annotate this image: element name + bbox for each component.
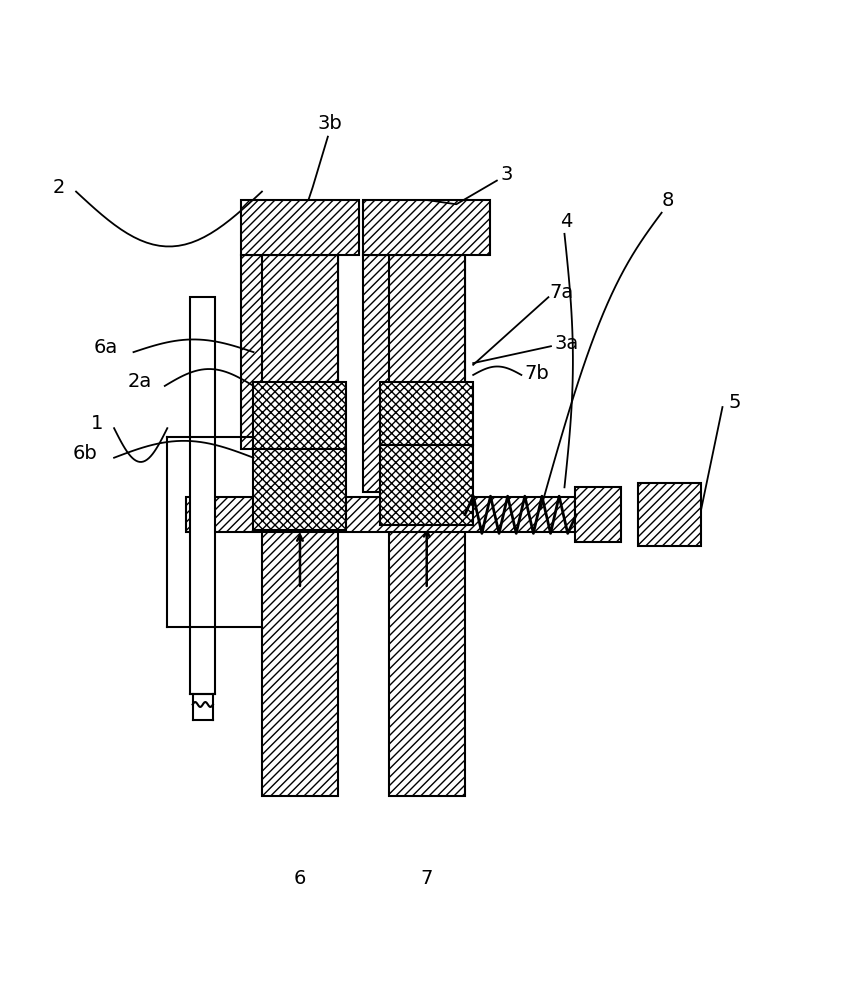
Bar: [186, 497, 574, 532]
Bar: [253, 382, 346, 449]
Bar: [380, 382, 473, 445]
Text: 6a: 6a: [94, 338, 117, 357]
Text: 5: 5: [728, 393, 740, 412]
Bar: [241, 255, 338, 449]
Text: 7b: 7b: [523, 364, 549, 383]
Bar: [388, 255, 464, 796]
Text: 3b: 3b: [316, 114, 342, 133]
Bar: [241, 200, 359, 255]
Text: 6b: 6b: [72, 444, 97, 463]
Bar: [363, 255, 464, 492]
Text: 4: 4: [560, 212, 571, 231]
Bar: [262, 255, 338, 796]
Bar: [637, 483, 701, 546]
Text: 1: 1: [91, 414, 103, 433]
Text: 6: 6: [294, 869, 306, 888]
Text: 7: 7: [420, 869, 432, 888]
Text: 2: 2: [53, 178, 65, 197]
Text: 3a: 3a: [554, 334, 577, 353]
Bar: [363, 200, 490, 255]
Text: 7a: 7a: [549, 283, 573, 302]
Bar: [190, 297, 215, 694]
Bar: [380, 445, 473, 525]
Bar: [574, 487, 620, 542]
Text: 8: 8: [661, 191, 673, 210]
Text: 3: 3: [500, 165, 512, 184]
Bar: [253, 449, 346, 530]
Text: 2a: 2a: [127, 372, 151, 391]
